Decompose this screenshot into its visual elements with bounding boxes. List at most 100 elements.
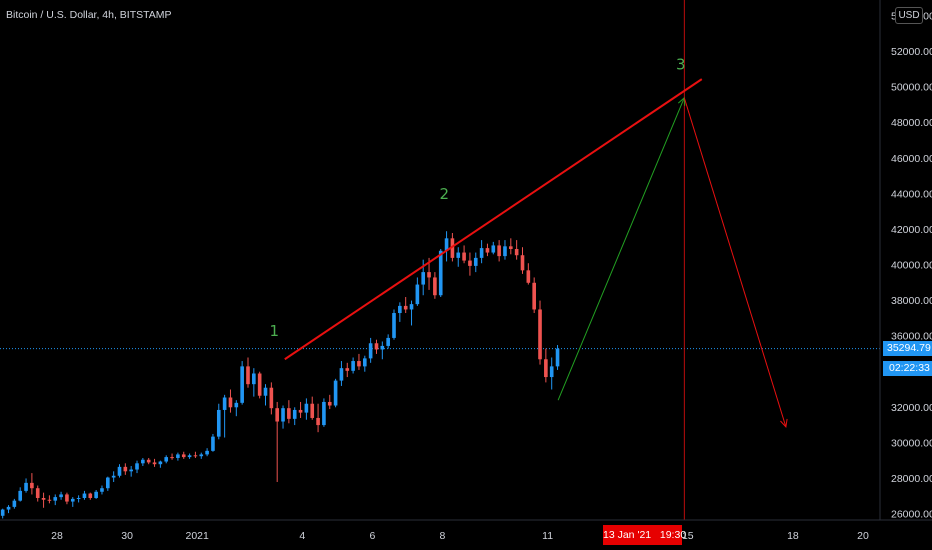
candle-body xyxy=(345,368,350,371)
time-tick-label: 18 xyxy=(787,530,799,542)
candle-body xyxy=(193,455,198,457)
bar-countdown-label: 02:22:33 xyxy=(883,361,932,376)
currency-button[interactable]: USD xyxy=(895,7,923,24)
candle-body xyxy=(532,282,536,310)
candle-body xyxy=(292,409,297,419)
time-tick-label: 6 xyxy=(369,530,375,542)
chart-title: Bitcoin / U.S. Dollar, 4h, BITSTAMP xyxy=(6,9,172,21)
candlestick-series xyxy=(0,231,560,519)
candle-body xyxy=(322,401,326,426)
candle-body xyxy=(351,361,355,371)
time-axis-panel xyxy=(0,520,932,550)
candle-body xyxy=(100,488,104,492)
candle-body xyxy=(216,409,221,437)
candle-body xyxy=(146,459,151,463)
candle-body xyxy=(30,482,34,489)
candle-body xyxy=(263,387,268,396)
price-tick-label: 36000.00 xyxy=(891,331,932,343)
candle-body xyxy=(106,477,110,489)
price-tick-label: 46000.00 xyxy=(891,153,932,165)
time-axis: 28 30 2021 4 6 8 11 15 18 20 xyxy=(0,519,932,550)
price-axis-panel xyxy=(880,0,932,520)
candle-body xyxy=(398,305,402,314)
candle-body xyxy=(438,250,443,296)
candle-body xyxy=(368,343,373,359)
candle-body xyxy=(170,457,174,459)
candle-body xyxy=(117,466,122,476)
projection-down-arrow-head xyxy=(780,418,788,428)
price-tick-label: 30000.00 xyxy=(891,437,932,449)
candle-body xyxy=(158,461,163,465)
candle-body xyxy=(47,499,52,501)
candle-body xyxy=(509,246,513,249)
candle-body xyxy=(497,245,501,257)
candle-body xyxy=(176,454,180,458)
candle-body xyxy=(415,284,420,305)
candle-body xyxy=(94,491,98,498)
time-tick-label: 2021 xyxy=(185,530,209,542)
time-tick-label: 20 xyxy=(857,530,869,542)
candle-body xyxy=(310,403,315,418)
candle-body xyxy=(520,255,525,271)
candle-body xyxy=(246,366,250,385)
price-tick-label: 44000.00 xyxy=(891,188,932,200)
price-tick-label: 52000.00 xyxy=(891,46,932,58)
candle-body xyxy=(392,313,396,338)
candle-body xyxy=(269,387,274,409)
candle-body xyxy=(450,238,455,258)
candle-body xyxy=(538,309,542,360)
price-tick-label: 38000.00 xyxy=(891,295,932,307)
crosshair-date-label: 13 Jan '21 19:30 xyxy=(603,525,686,545)
time-tick-label: 15 xyxy=(682,530,694,542)
candle-body xyxy=(111,475,116,478)
candle-body xyxy=(549,366,554,378)
candle-body xyxy=(164,457,169,462)
candle-body xyxy=(65,494,69,502)
candle-body xyxy=(409,304,414,310)
candle-body xyxy=(544,359,548,378)
candle-body xyxy=(152,462,157,465)
candle-body xyxy=(421,272,426,285)
candle-body xyxy=(427,272,431,278)
candle-body xyxy=(35,488,40,498)
candle-body xyxy=(205,450,209,455)
projection-down-arrow xyxy=(683,97,787,427)
candle-body xyxy=(491,245,496,253)
price-tick-label: 50000.00 xyxy=(891,82,932,94)
price-tick-label: 26000.00 xyxy=(891,509,932,521)
candle-body xyxy=(53,497,58,501)
time-tick-label: 30 xyxy=(121,530,133,542)
candle-body xyxy=(468,260,472,266)
candle-body xyxy=(222,397,227,410)
candle-body xyxy=(316,417,320,426)
resistance-trendline xyxy=(284,78,703,361)
candle-body xyxy=(123,466,128,472)
candle-body xyxy=(141,459,145,464)
candle-body xyxy=(462,252,466,261)
projection-up-arrow xyxy=(557,97,685,401)
candle-body xyxy=(6,506,11,510)
candle-body xyxy=(473,257,478,266)
drawing-tools: 1 2 3 xyxy=(269,0,788,520)
candle-body xyxy=(240,366,244,403)
candle-body xyxy=(339,368,344,381)
price-tick-label: 40000.00 xyxy=(891,260,932,272)
candle-body xyxy=(187,455,192,458)
candle-body xyxy=(181,454,186,458)
candle-body xyxy=(380,345,385,350)
wave-label: 3 xyxy=(676,55,686,73)
candle-body xyxy=(403,305,408,310)
candle-body xyxy=(304,403,309,413)
candle-body xyxy=(514,248,519,256)
candle-body xyxy=(485,248,490,253)
candle-body xyxy=(503,246,507,257)
candle-body xyxy=(129,469,133,472)
candle-body xyxy=(479,248,484,258)
price-tick-label: 42000.00 xyxy=(891,224,932,236)
candle-body xyxy=(24,482,28,491)
time-tick-label: 8 xyxy=(440,530,446,542)
candle-body xyxy=(298,409,303,413)
candle-body xyxy=(18,490,23,501)
candle-body xyxy=(211,436,215,451)
